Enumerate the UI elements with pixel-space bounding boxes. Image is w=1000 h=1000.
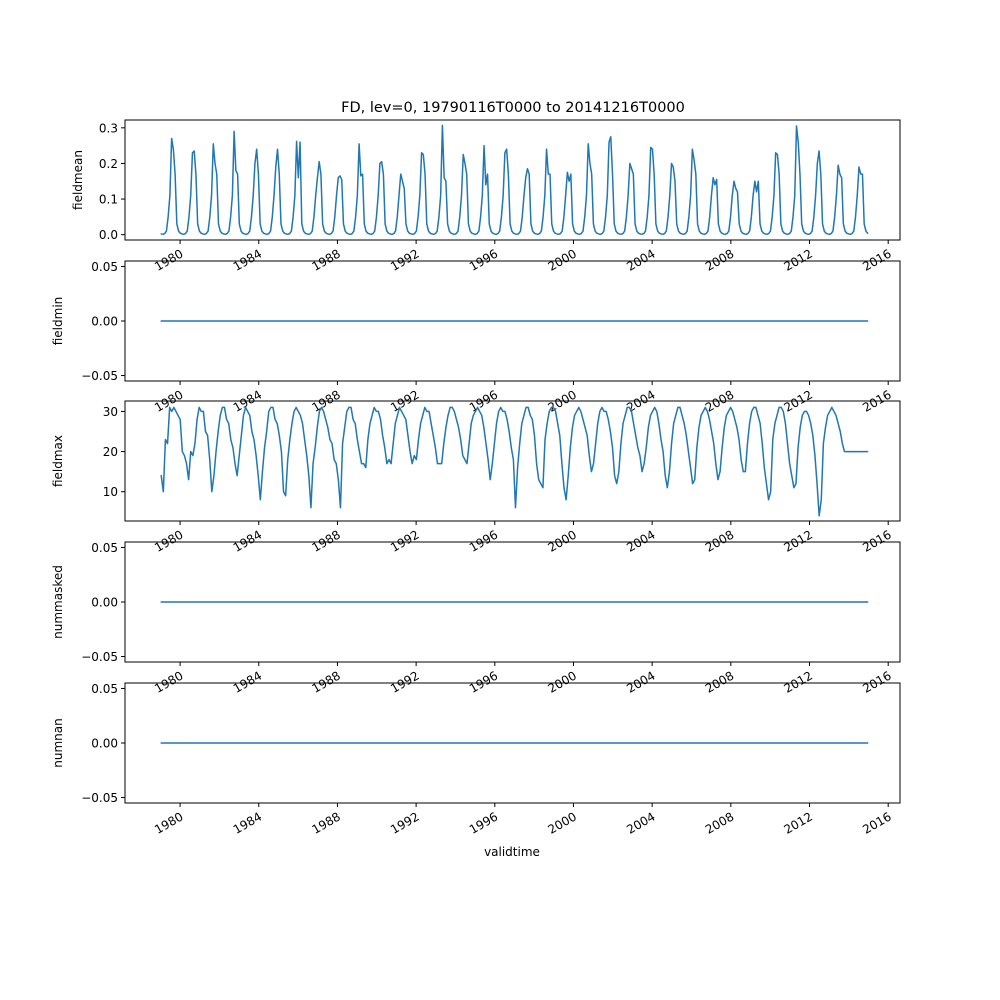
fieldmax-y-tick-label: 30 xyxy=(103,405,118,419)
numnan-y-tick-label: −0.05 xyxy=(81,791,118,805)
fieldmax-series-line xyxy=(160,406,869,517)
numnan-y-axis-label: numnan xyxy=(51,718,65,767)
numnan-y-tick-label: 0.05 xyxy=(91,682,118,696)
fieldmax-y-tick-label: 10 xyxy=(103,485,118,499)
fieldmean-y-axis-label: fieldmean xyxy=(71,150,85,210)
fieldmean-series-line xyxy=(160,124,869,236)
fieldmax-y-tick-label: 20 xyxy=(103,445,118,459)
nummasked-y-tick-label: 0.00 xyxy=(91,596,118,610)
fieldmean-y-tick-label: 0.1 xyxy=(99,193,118,207)
figure-title: FD, lev=0, 19790116T0000 to 20141216T000… xyxy=(341,100,685,116)
nummasked-y-tick-label: 0.05 xyxy=(91,541,118,555)
nummasked-y-tick-label: −0.05 xyxy=(81,650,118,664)
nummasked-y-axis-label: nummasked xyxy=(51,565,65,639)
fieldmin-y-axis-label: fieldmin xyxy=(51,297,65,346)
fieldmax-y-axis-label: fieldmax xyxy=(51,435,65,487)
numnan-y-tick-label: 0.00 xyxy=(91,737,118,751)
fieldmin-y-tick-label: 0.05 xyxy=(91,260,118,274)
fieldmin-y-tick-label: −0.05 xyxy=(81,369,118,383)
fieldmean-y-tick-label: 0.3 xyxy=(99,121,118,135)
fieldmean-y-tick-label: 0.0 xyxy=(99,228,118,242)
fieldmean-axes-frame xyxy=(124,119,901,241)
fieldmin-y-tick-label: 0.00 xyxy=(91,315,118,329)
x-axis-label: validtime xyxy=(484,845,540,859)
fieldmean-y-tick-label: 0.2 xyxy=(99,157,118,171)
fieldmax-axes-frame xyxy=(124,400,901,522)
